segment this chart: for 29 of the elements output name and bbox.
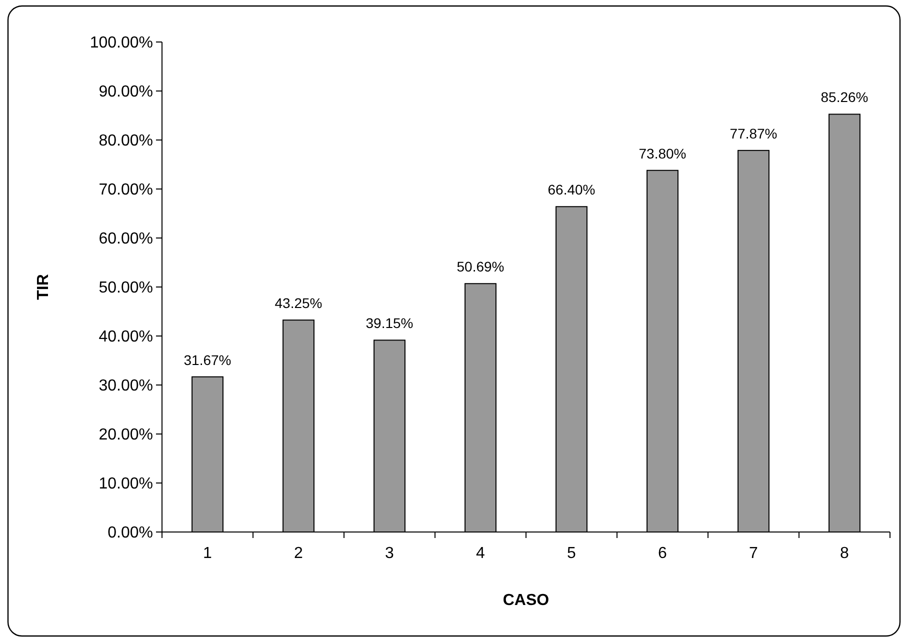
x-tick-label: 1 [203,545,212,562]
data-label: 77.87% [730,125,778,142]
x-axis-title: CASO [502,592,550,609]
data-label: 73.80% [638,145,686,162]
x-tick-label: 5 [567,545,576,562]
y-tick-label: 70.00% [98,182,153,199]
y-tick-label: 10.00% [98,476,153,493]
y-tick-label: 60.00% [98,230,153,248]
data-label: 39.15% [366,315,414,332]
x-tick-label: 3 [385,545,394,562]
x-tick-label: 2 [294,545,304,562]
y-tick-label: 80.00% [98,132,153,150]
x-tick-label: 6 [658,545,668,562]
data-label: 85.26% [820,89,868,106]
y-tick-label: 40.00% [98,328,153,346]
data-label: 50.69% [456,258,504,275]
data-label: 43.25% [274,295,322,312]
y-tick-label: 30.00% [98,378,153,395]
y-axis-title: TIR [35,274,52,300]
y-tick-label: 0.00% [108,524,153,542]
y-tick-label: 20.00% [98,426,153,444]
x-tick-label: 7 [749,545,758,562]
x-tick-label: 8 [840,545,850,562]
y-tick-label: 90.00% [98,84,153,101]
data-label: 66.40% [548,182,596,198]
y-tick-label: 50.00% [98,280,153,297]
data-label: 31.67% [184,352,232,368]
x-tick-label: 4 [476,545,486,562]
y-tick-label: 100.00% [90,34,153,52]
